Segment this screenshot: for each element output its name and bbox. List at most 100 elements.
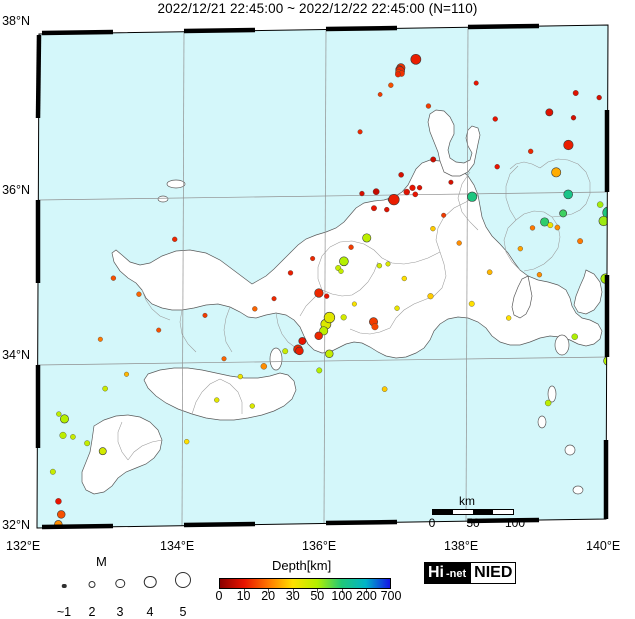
earthquake-marker[interactable] — [596, 201, 604, 208]
earthquake-marker[interactable] — [172, 236, 178, 242]
earthquake-marker[interactable] — [340, 314, 347, 321]
earthquake-marker[interactable] — [409, 184, 416, 191]
earthquake-marker[interactable] — [237, 373, 243, 380]
earthquake-marker[interactable] — [572, 90, 579, 96]
earthquake-marker[interactable] — [563, 189, 573, 200]
earthquake-marker[interactable] — [298, 337, 307, 345]
earthquake-marker[interactable] — [348, 244, 354, 250]
earthquake-marker[interactable] — [102, 385, 108, 392]
earthquake-marker[interactable] — [492, 116, 498, 122]
earthquake-marker[interactable] — [506, 315, 512, 321]
earthquake-marker[interactable] — [570, 115, 577, 121]
hinet-nied-logo[interactable]: Hi -net NIED — [424, 562, 517, 584]
earthquake-marker[interactable] — [416, 185, 423, 191]
earthquake-marker[interactable] — [372, 188, 380, 196]
earthquake-marker[interactable] — [359, 190, 365, 197]
earthquake-marker[interactable] — [540, 217, 550, 227]
earthquake-marker[interactable] — [357, 129, 363, 135]
earthquake-marker[interactable] — [412, 191, 419, 198]
earthquake-marker[interactable] — [529, 225, 536, 231]
earthquake-marker[interactable] — [448, 179, 454, 185]
earthquake-marker[interactable] — [598, 215, 609, 227]
earthquake-marker[interactable] — [314, 288, 324, 298]
earthquake-marker[interactable] — [430, 156, 437, 163]
earthquake-marker[interactable] — [325, 349, 334, 358]
earthquake-marker[interactable] — [324, 293, 330, 299]
earthquake-marker[interactable] — [314, 331, 323, 341]
earthquake-marker[interactable] — [295, 346, 304, 356]
earthquake-marker[interactable] — [403, 188, 410, 196]
earthquake-marker[interactable] — [602, 206, 615, 219]
earthquake-marker[interactable] — [381, 386, 388, 392]
earthquake-marker[interactable] — [221, 356, 227, 362]
earthquake-marker[interactable] — [260, 363, 268, 370]
earthquake-marker[interactable] — [494, 164, 500, 170]
earthquake-marker[interactable] — [316, 367, 323, 374]
earthquake-marker[interactable] — [554, 224, 561, 231]
earthquake-marker[interactable] — [376, 263, 383, 269]
earthquake-marker[interactable] — [377, 92, 383, 97]
earthquake-marker[interactable] — [55, 498, 62, 505]
earthquake-marker[interactable] — [544, 399, 552, 407]
earthquake-marker[interactable] — [395, 71, 401, 78]
earthquake-marker[interactable] — [59, 431, 67, 439]
earthquake-marker[interactable] — [97, 336, 103, 342]
earthquake-marker[interactable] — [362, 233, 372, 243]
earthquake-marker[interactable] — [559, 209, 568, 218]
earthquake-marker[interactable] — [551, 167, 562, 178]
earthquake-marker[interactable] — [468, 300, 475, 307]
earthquake-marker[interactable] — [410, 53, 422, 65]
earthquake-marker[interactable] — [249, 403, 255, 409]
earthquake-marker[interactable] — [388, 82, 394, 88]
earthquake-marker[interactable] — [536, 272, 543, 278]
earthquake-marker[interactable] — [547, 222, 554, 229]
earthquake-marker[interactable] — [338, 268, 344, 274]
depth-colorbar[interactable] — [219, 578, 391, 589]
earthquake-marker[interactable] — [384, 206, 390, 213]
earthquake-marker[interactable] — [427, 293, 434, 300]
earthquake-marker[interactable] — [214, 397, 220, 403]
earthquake-marker-layer[interactable] — [49, 53, 615, 528]
earthquake-marker[interactable] — [56, 411, 62, 417]
earthquake-marker[interactable] — [184, 439, 190, 445]
earthquake-marker[interactable] — [59, 414, 69, 424]
earthquake-marker[interactable] — [110, 275, 117, 281]
earthquake-marker[interactable] — [517, 246, 523, 252]
earthquake-marker[interactable] — [252, 306, 258, 312]
earthquake-marker[interactable] — [571, 333, 578, 340]
earthquake-marker[interactable] — [401, 275, 407, 282]
earthquake-marker[interactable] — [467, 191, 478, 202]
earthquake-marker[interactable] — [310, 256, 316, 262]
earthquake-marker[interactable] — [323, 311, 336, 324]
earthquake-marker[interactable] — [486, 269, 493, 275]
earthquake-marker[interactable] — [545, 108, 554, 117]
map-canvas[interactable] — [30, 22, 615, 532]
earthquake-marker[interactable] — [603, 356, 613, 366]
earthquake-marker[interactable] — [441, 212, 447, 218]
earthquake-marker[interactable] — [371, 323, 379, 331]
earthquake-marker[interactable] — [577, 238, 584, 245]
earthquake-marker[interactable] — [202, 312, 208, 318]
earthquake-marker[interactable] — [156, 327, 162, 333]
earthquake-marker[interactable] — [398, 172, 404, 178]
earthquake-marker[interactable] — [57, 510, 66, 519]
earthquake-marker[interactable] — [385, 261, 391, 267]
earthquake-marker[interactable] — [70, 434, 76, 440]
earthquake-marker[interactable] — [430, 226, 436, 232]
earthquake-marker[interactable] — [271, 296, 277, 302]
earthquake-marker[interactable] — [49, 468, 56, 475]
earthquake-marker[interactable] — [473, 80, 479, 86]
earthquake-marker[interactable] — [84, 440, 91, 447]
earthquake-marker[interactable] — [394, 305, 400, 311]
earthquake-marker[interactable] — [282, 348, 289, 355]
earthquake-marker[interactable] — [528, 148, 534, 154]
earthquake-marker[interactable] — [596, 94, 602, 101]
earthquake-marker[interactable] — [287, 270, 294, 276]
earthquake-marker[interactable] — [456, 240, 462, 246]
earthquake-marker[interactable] — [339, 256, 349, 267]
earthquake-marker[interactable] — [136, 291, 142, 297]
earthquake-marker[interactable] — [563, 139, 574, 151]
earthquake-marker[interactable] — [124, 371, 129, 377]
earthquake-marker[interactable] — [388, 193, 400, 206]
map-svg[interactable] — [30, 22, 615, 532]
